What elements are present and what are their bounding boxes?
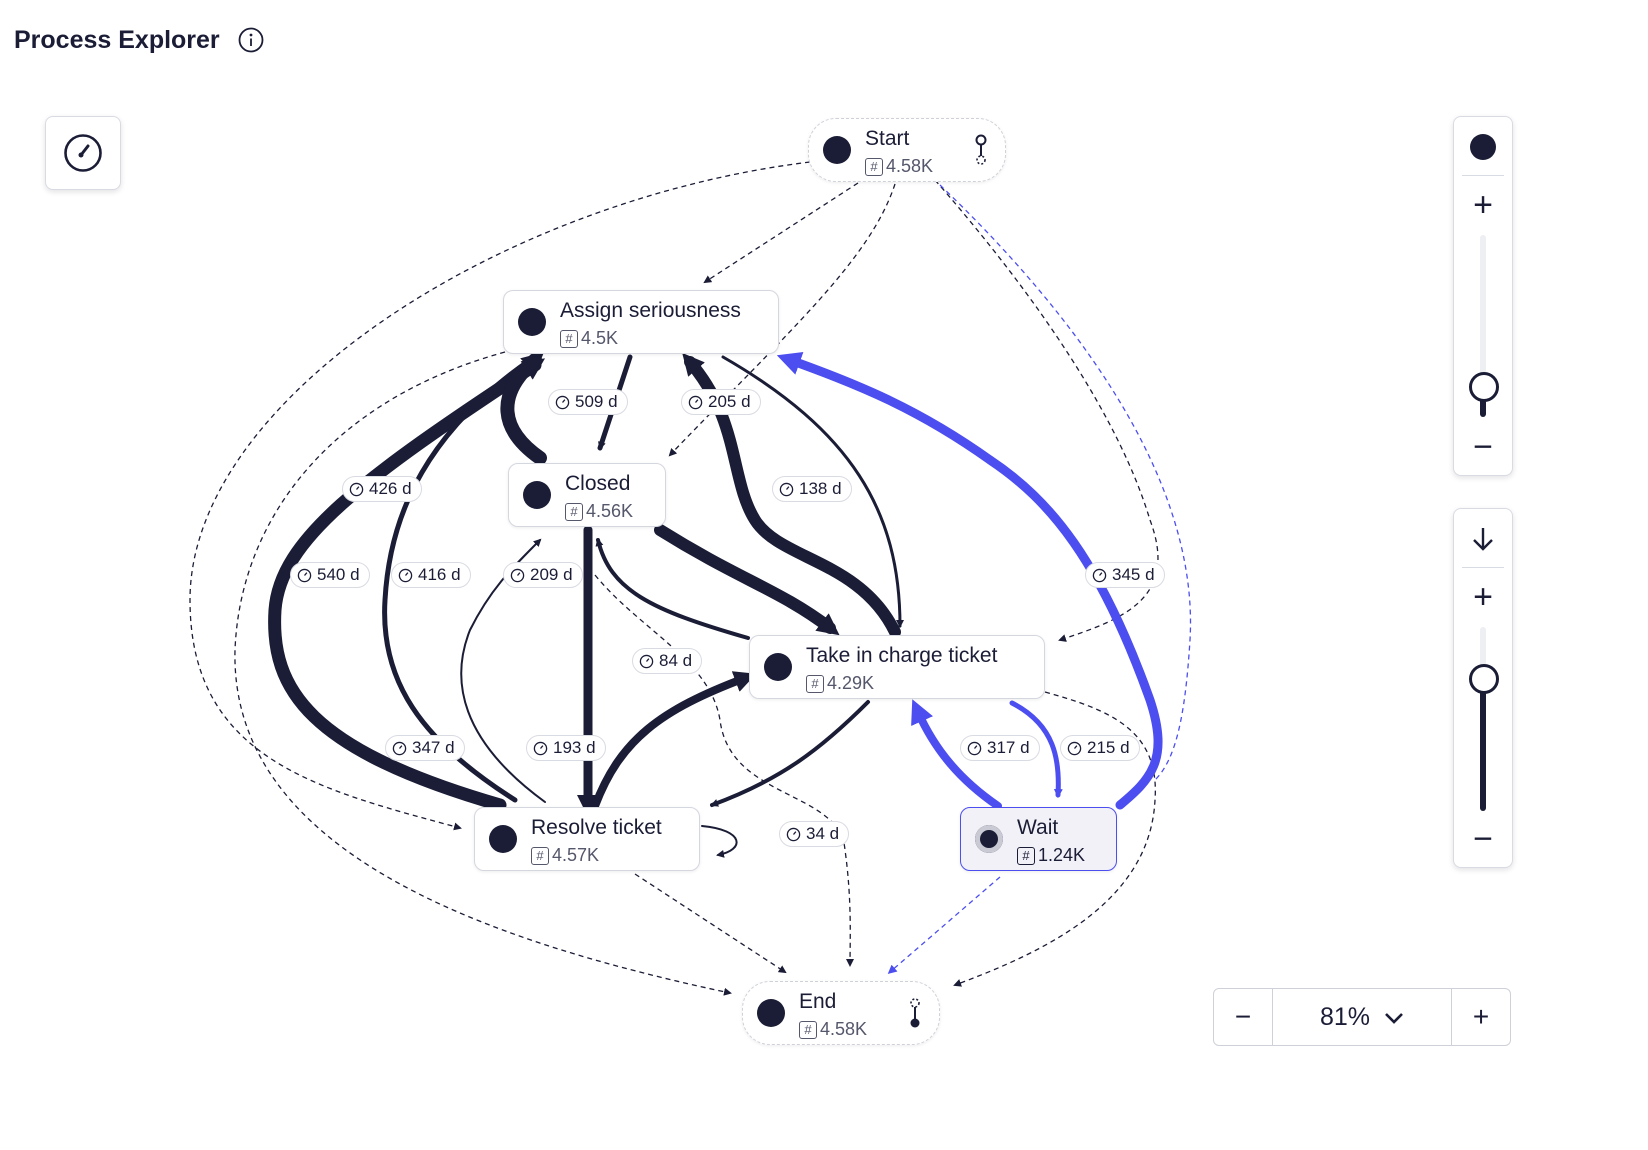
edge-label[interactable]: 84 d bbox=[632, 648, 702, 674]
hash-icon: # bbox=[865, 158, 883, 176]
zoom-in-button[interactable]: + bbox=[1452, 989, 1510, 1045]
activity-dot-icon bbox=[518, 308, 546, 336]
edge-label[interactable]: 317 d bbox=[960, 735, 1040, 761]
node-count: #4.29K bbox=[806, 673, 874, 694]
edge-label[interactable]: 347 d bbox=[385, 735, 465, 761]
edge-label[interactable]: 426 d bbox=[342, 476, 422, 502]
clock-icon bbox=[688, 395, 703, 410]
edge-label[interactable]: 193 d bbox=[526, 735, 606, 761]
clock-icon bbox=[510, 568, 525, 583]
node-count: #4.58K bbox=[799, 1019, 867, 1040]
node-name: Take in charge ticket bbox=[806, 644, 997, 668]
clock-icon bbox=[1067, 741, 1082, 756]
node-name: Assign seriousness bbox=[560, 299, 741, 323]
divider bbox=[1462, 175, 1504, 176]
edge-label[interactable]: 345 d bbox=[1085, 562, 1165, 588]
node-count: #4.58K bbox=[865, 156, 933, 177]
activity-dot-icon bbox=[823, 136, 851, 164]
path-zoom-out-button[interactable]: − bbox=[1454, 819, 1512, 859]
clock-icon bbox=[639, 654, 654, 669]
node-count: #1.24K bbox=[1017, 845, 1085, 866]
clock-icon bbox=[398, 568, 413, 583]
edge-label[interactable]: 540 d bbox=[290, 562, 370, 588]
hash-icon: # bbox=[560, 330, 578, 348]
path-slider-thumb[interactable] bbox=[1469, 664, 1499, 694]
path-zoom-in-button[interactable]: + bbox=[1454, 577, 1512, 617]
edge-label[interactable]: 215 d bbox=[1060, 735, 1140, 761]
clock-icon bbox=[967, 741, 982, 756]
clock-icon bbox=[786, 827, 801, 842]
gauge-icon bbox=[63, 133, 103, 178]
clock-icon bbox=[392, 741, 407, 756]
node-name: Resolve ticket bbox=[531, 816, 662, 840]
node-name: Start bbox=[865, 127, 909, 151]
node-resolve-ticket[interactable]: Resolve ticket #4.57K bbox=[474, 807, 700, 871]
activity-filter-panel: + − bbox=[1453, 116, 1513, 476]
start-terminal-icon bbox=[973, 134, 989, 166]
arrow-down-icon[interactable] bbox=[1470, 525, 1496, 558]
activity-dot-icon bbox=[1470, 134, 1496, 160]
edge-label[interactable]: 205 d bbox=[681, 389, 761, 415]
clock-icon bbox=[533, 741, 548, 756]
node-assign-seriousness[interactable]: Assign seriousness #4.5K bbox=[503, 290, 779, 354]
node-start[interactable]: Start #4.58K bbox=[808, 118, 1006, 182]
end-terminal-icon bbox=[907, 997, 923, 1029]
node-closed[interactable]: Closed #4.56K bbox=[508, 463, 666, 527]
chevron-down-icon bbox=[1384, 1003, 1404, 1032]
performance-metric-button[interactable] bbox=[45, 116, 121, 190]
path-slider-fill bbox=[1480, 682, 1486, 811]
divider bbox=[1462, 567, 1504, 568]
activity-slider-thumb[interactable] bbox=[1469, 372, 1499, 402]
edge-label[interactable]: 34 d bbox=[779, 821, 849, 847]
activity-dot-icon bbox=[523, 481, 551, 509]
edge-label[interactable]: 209 d bbox=[503, 562, 583, 588]
edge-label[interactable]: 509 d bbox=[548, 389, 628, 415]
zoom-out-button[interactable]: − bbox=[1214, 989, 1272, 1045]
path-filter-panel: + − bbox=[1453, 508, 1513, 868]
path-slider-track[interactable] bbox=[1480, 627, 1486, 811]
activity-dot-icon bbox=[489, 825, 517, 853]
node-name: Closed bbox=[565, 472, 630, 496]
clock-icon bbox=[555, 395, 570, 410]
edge-label[interactable]: 416 d bbox=[391, 562, 471, 588]
node-name: Wait bbox=[1017, 816, 1058, 840]
hash-icon: # bbox=[1017, 847, 1035, 865]
activity-zoom-out-button[interactable]: − bbox=[1454, 427, 1512, 467]
zoom-controls: − 81% + bbox=[1213, 988, 1511, 1046]
activity-dot-icon bbox=[764, 653, 792, 681]
clock-icon bbox=[779, 482, 794, 497]
solid-edges bbox=[275, 357, 900, 855]
activity-zoom-in-button[interactable]: + bbox=[1454, 185, 1512, 225]
activity-dot-icon bbox=[975, 825, 1003, 853]
node-take-in-charge-ticket[interactable]: Take in charge ticket #4.29K bbox=[749, 635, 1045, 699]
clock-icon bbox=[349, 482, 364, 497]
hash-icon: # bbox=[531, 847, 549, 865]
node-count: #4.56K bbox=[565, 501, 633, 522]
activity-slider-track[interactable] bbox=[1480, 235, 1486, 417]
clock-icon bbox=[297, 568, 312, 583]
node-wait[interactable]: Wait #1.24K bbox=[960, 807, 1117, 871]
hash-icon: # bbox=[799, 1021, 817, 1039]
node-end[interactable]: End #4.58K bbox=[742, 981, 940, 1045]
node-count: #4.57K bbox=[531, 845, 599, 866]
node-count: #4.5K bbox=[560, 328, 618, 349]
zoom-level-value: 81% bbox=[1320, 1003, 1370, 1032]
hash-icon: # bbox=[806, 675, 824, 693]
zoom-level-select[interactable]: 81% bbox=[1272, 989, 1452, 1045]
node-name: End bbox=[799, 990, 836, 1014]
clock-icon bbox=[1092, 568, 1107, 583]
hash-icon: # bbox=[565, 503, 583, 521]
edge-label[interactable]: 138 d bbox=[772, 476, 852, 502]
activity-dot-icon bbox=[757, 999, 785, 1027]
